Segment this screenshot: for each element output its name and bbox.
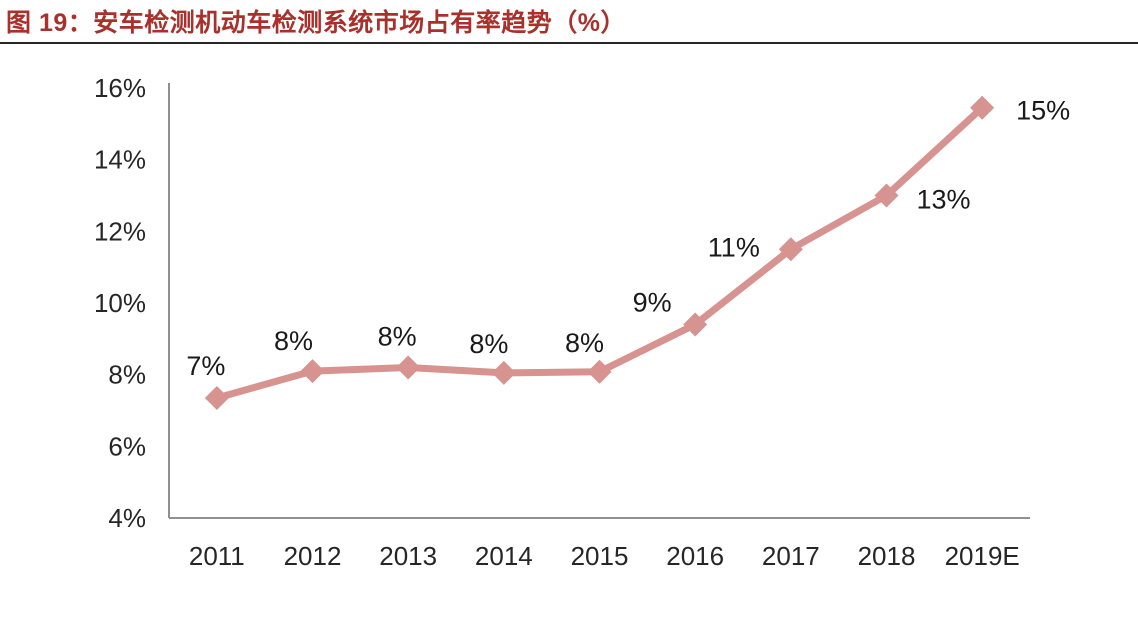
x-axis-tick-label: 2016 [666, 541, 724, 571]
data-point-label: 11% [708, 232, 760, 262]
x-axis-tick-label: 2015 [571, 541, 629, 571]
y-axis-tick-label: 12% [94, 216, 146, 246]
data-point-label: 9% [633, 288, 672, 318]
y-axis-tick-label: 8% [108, 360, 146, 390]
x-axis-tick-label: 2012 [284, 541, 342, 571]
y-axis-tick-label: 14% [94, 145, 146, 175]
x-axis-tick-label: 2019E [945, 541, 1020, 571]
chart-area: 4% 6% 8% 10% 12% 14% 16% 2011 2012 2013 2014 2015 20… [0, 44, 1138, 632]
x-axis-tick-label: 2017 [762, 541, 820, 571]
data-point-label: 7% [186, 351, 225, 381]
figure-title-bar: 图 19：安车检测机动车检测系统市场占有率趋势（%） [0, 0, 1138, 42]
title-separator [0, 42, 1138, 44]
x-axis-tick-label: 2014 [475, 541, 533, 571]
x-axis-tick-label: 2013 [379, 541, 437, 571]
data-point-marker [683, 312, 708, 337]
data-point-label: 8% [274, 326, 313, 356]
data-point-label: 8% [565, 328, 604, 358]
y-axis-tick-label: 4% [108, 503, 146, 533]
data-point-label: 8% [378, 322, 417, 352]
data-point-marker [587, 359, 612, 384]
data-point-label: 15% [1016, 96, 1070, 126]
y-axis-tick-label: 16% [94, 73, 146, 103]
data-point-marker [874, 183, 899, 208]
data-point-label: 8% [469, 329, 508, 359]
y-axis-tick-label: 6% [108, 431, 146, 461]
data-point-marker [300, 359, 325, 384]
x-axis-tick-label: 2011 [189, 541, 245, 571]
figure-title: 图 19：安车检测机动车检测系统市场占有率趋势（%） [6, 9, 626, 37]
data-point-marker [396, 355, 421, 380]
data-point-marker [204, 385, 229, 410]
y-axis-tick-label: 10% [94, 288, 146, 318]
x-axis-tick-label: 2018 [858, 541, 916, 571]
data-point-marker [491, 360, 516, 385]
data-point-marker [970, 95, 995, 120]
data-point-marker [778, 237, 803, 262]
data-point-label: 13% [916, 185, 970, 215]
line-chart-svg: 4% 6% 8% 10% 12% 14% 16% 2011 2012 2013 2014 2015 20… [94, 73, 1070, 571]
